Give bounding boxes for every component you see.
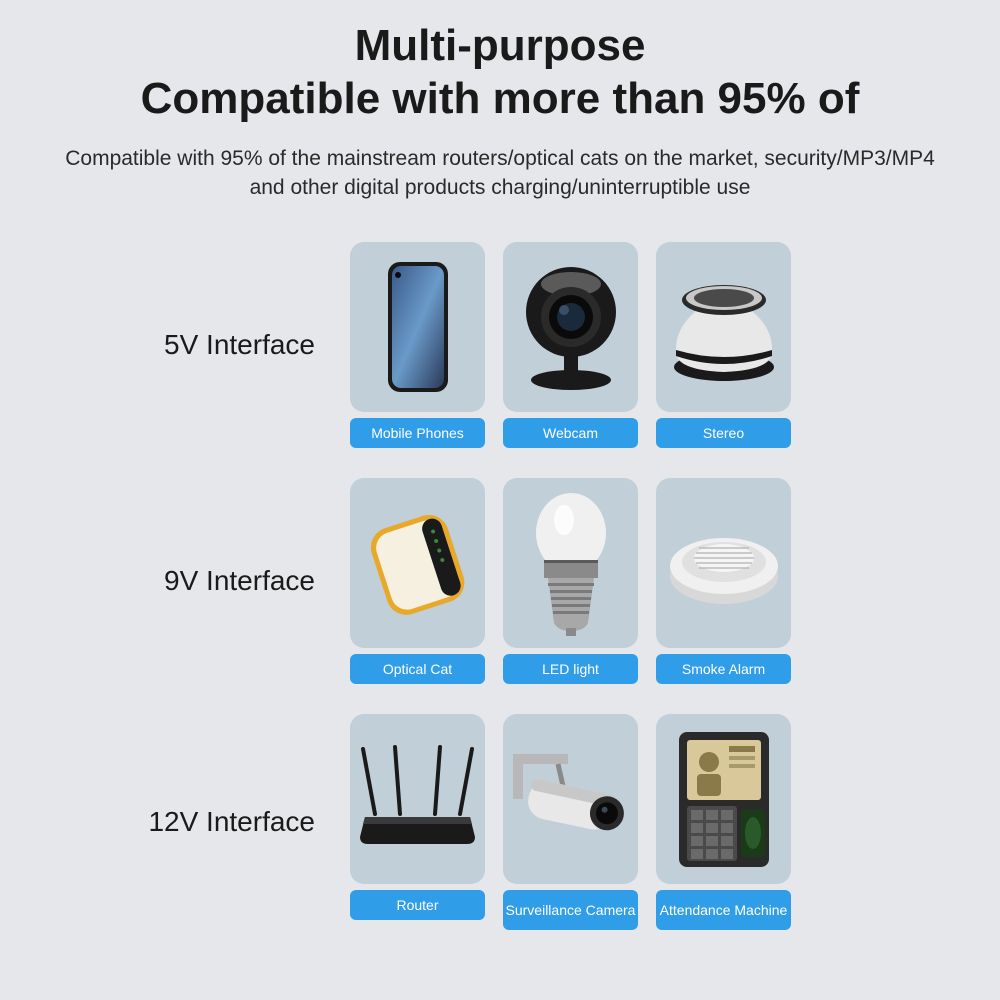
page-title: Multi-purpose Compatible with more than … — [40, 20, 960, 126]
item-surveillance-camera: Surveillance Camera — [503, 714, 638, 930]
phone-icon — [350, 242, 485, 412]
item-stereo: Stereo — [656, 242, 791, 448]
item-caption: Smoke Alarm — [656, 654, 791, 684]
row-9v: 9V Interface — [125, 478, 960, 684]
row-items: Mobile Phones — [350, 242, 791, 448]
item-router: Router — [350, 714, 485, 930]
item-caption: Optical Cat — [350, 654, 485, 684]
item-caption: LED light — [503, 654, 638, 684]
item-optical-cat: Optical Cat — [350, 478, 485, 684]
stereo-icon — [656, 242, 791, 412]
row-label: 5V Interface — [125, 329, 350, 361]
router-icon — [350, 714, 485, 884]
item-mobile-phones: Mobile Phones — [350, 242, 485, 448]
row-items: Optical Cat — [350, 478, 791, 684]
led-icon — [503, 478, 638, 648]
webcam-icon — [503, 242, 638, 412]
item-webcam: Webcam — [503, 242, 638, 448]
row-items: Router — [350, 714, 791, 930]
item-caption: Mobile Phones — [350, 418, 485, 448]
item-caption: Webcam — [503, 418, 638, 448]
opticalcat-icon — [350, 478, 485, 648]
smoke-icon — [656, 478, 791, 648]
item-caption: Stereo — [656, 418, 791, 448]
item-smoke-alarm: Smoke Alarm — [656, 478, 791, 684]
page-subtitle: Compatible with 95% of the mainstream ro… — [40, 144, 960, 203]
item-caption: Surveillance Camera — [503, 890, 638, 930]
item-led-light: LED light — [503, 478, 638, 684]
row-label: 9V Interface — [125, 565, 350, 597]
title-line1: Multi-purpose — [355, 21, 646, 70]
row-12v: 12V Interface Router — [125, 714, 960, 930]
survcam-icon — [503, 714, 638, 884]
item-caption: Router — [350, 890, 485, 920]
item-attendance-machine: Attendance Machine — [656, 714, 791, 930]
title-line2: Compatible with more than 95% of — [141, 74, 860, 123]
row-5v: 5V Interface Mobile Phones — [125, 242, 960, 448]
page: Multi-purpose Compatible with more than … — [0, 0, 1000, 950]
rows-container: 5V Interface Mobile Phones — [40, 242, 960, 930]
row-label: 12V Interface — [125, 806, 350, 838]
attendance-icon — [656, 714, 791, 884]
item-caption: Attendance Machine — [656, 890, 791, 930]
